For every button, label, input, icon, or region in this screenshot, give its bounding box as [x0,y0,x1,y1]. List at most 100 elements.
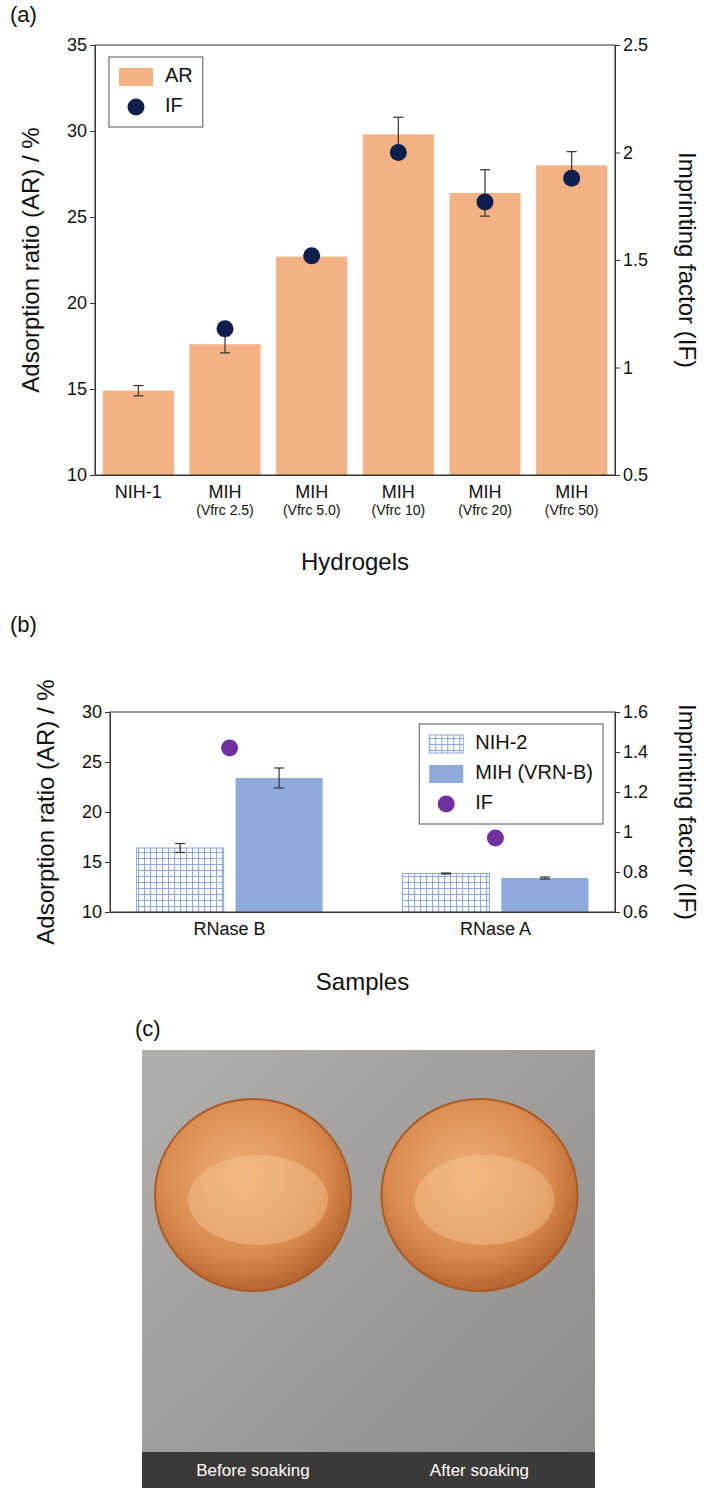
tick-mark [615,792,620,793]
chart-panel: (b)10152025300.60.811.21.41.6RNase BRNas… [10,612,701,995]
tick: 35 [67,35,95,55]
tick-mark [615,260,620,261]
axis-title: Hydrogels [301,548,409,575]
plot-area [103,117,607,475]
tick-mark [615,752,620,753]
point [217,320,234,337]
error-bar [441,873,451,874]
tick-label: 15 [82,852,102,872]
error-cap [441,873,451,874]
point [477,193,494,210]
tick-label: 10 [67,465,87,485]
error-cap [480,169,490,170]
legend-label: IF [475,791,493,813]
tick-label: 25 [67,207,87,227]
bar [501,878,588,912]
tick: 1.2 [615,782,648,802]
error-line [180,844,181,853]
error-cap [441,872,451,873]
axis-line [615,713,616,913]
tick: MIH(Vfrc 10) [371,475,425,518]
tick: 30 [67,121,95,141]
tick: 20 [82,802,110,822]
tick-mark [90,389,95,390]
tick-mark [615,475,620,476]
error-bar [220,336,230,353]
tick-label: 0.6 [623,902,648,922]
tick-label: 10 [82,902,102,922]
tick-label-line: MIH [295,482,328,502]
tick: 25 [82,752,110,772]
photo-label: Before soaking [196,1461,309,1480]
photo-panel: (c)Before soakingAfter soaking [135,1016,595,1488]
tick-label: MIH(Vfrc 2.5) [196,482,254,519]
tick-mark [105,862,110,863]
gel-highlight [414,1155,554,1245]
axis: 1015202530 [82,702,111,922]
tick-label: RNase B [194,919,266,939]
legend-label: AR [165,64,193,86]
tick-label: 25 [82,752,102,772]
error-cap [540,876,550,877]
tick-label-line: MIH [469,482,502,502]
legend-swatch [438,796,455,813]
legend-label: IF [165,94,183,116]
gel-disc [381,1099,577,1291]
axis-line [95,46,96,476]
tick-label: 1.6 [623,702,648,722]
point [390,144,407,161]
tick-label: 1.4 [623,742,648,762]
plot-frame [110,712,615,912]
tick-label: 2 [623,143,633,163]
error-cap [274,787,284,788]
legend-swatch [429,735,463,753]
tick-label: 20 [82,802,102,822]
tick-label: RNase A [460,919,531,939]
legend-swatch [128,99,145,116]
chart-panel: (a)1015202530350.511.522.5NIH-1MIH(Vfrc … [10,2,701,575]
tick: NIH-1 [115,475,162,502]
legend: AR IF [109,57,203,127]
bar [402,874,489,913]
tick: 2 [615,143,633,163]
tick: 25 [67,207,95,227]
panel-label: (b) [10,612,37,637]
tick-mark [615,712,620,713]
legend-label: NIH-2 [475,731,527,753]
tick: 1.5 [615,250,648,270]
photo-label: After soaking [430,1461,529,1480]
panel-label: (a) [10,2,37,27]
error-cap [133,395,143,396]
legend-swatch [119,68,153,86]
error-line [278,768,279,788]
tick-label: 1 [623,358,633,378]
tick-label: 0.8 [623,862,648,882]
point [487,830,504,847]
axis-line [96,475,616,476]
tick: 15 [67,379,95,399]
tick: 0.5 [615,465,648,485]
tick: MIH(Vfrc 5.0) [283,475,341,518]
tick-label: 0.5 [623,465,648,485]
tick-label-line: (Vfrc 2.5) [196,502,254,518]
bar-series [103,117,607,475]
tick-label: MIH(Vfrc 10) [371,482,425,519]
tick-mark [105,762,110,763]
axis-title: Adsorption ratio (AR) / % [17,127,44,392]
tick-label-line: (Vfrc 5.0) [283,502,341,518]
legend-item: IF [128,94,183,116]
bar [137,848,224,912]
tick-label: MIH(Vfrc 20) [458,482,512,519]
caption-band [142,1452,595,1488]
bar [449,193,520,475]
axis: 101520253035 [67,35,96,485]
legend-box [109,57,203,127]
error-cap [274,767,284,768]
legend-item: MIH (VRN-B) [429,761,593,783]
error-cap [540,878,550,879]
error-cap [133,385,143,386]
figure: (a)1015202530350.511.522.5NIH-1MIH(Vfrc … [0,0,710,1495]
point [221,740,238,757]
tick: 1 [615,358,633,378]
point [563,170,580,187]
